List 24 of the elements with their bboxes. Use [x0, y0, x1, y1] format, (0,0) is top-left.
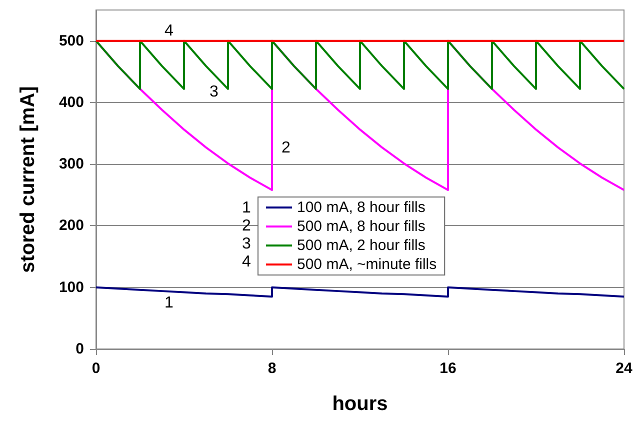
annotation: 2: [282, 140, 291, 156]
annotation: 4: [242, 254, 251, 270]
y-tick-label: 500: [58, 32, 84, 50]
x-tick-label: 0: [92, 360, 100, 377]
legend-label: 500 mA, ~minute fills: [297, 256, 437, 273]
y-tick-label: 400: [58, 94, 84, 111]
annotation: 3: [210, 84, 219, 100]
annotation: 1: [164, 294, 174, 312]
annotation: 4: [164, 22, 174, 40]
y-tick-label: 300: [58, 156, 84, 173]
annotation: 3: [242, 236, 251, 252]
x-tick-label: 8: [268, 360, 276, 377]
y-axis-title: stored current [mA]: [17, 86, 39, 273]
annotation: 1: [242, 200, 251, 216]
x-tick-label: 16: [440, 360, 456, 377]
x-tick-label: 24: [616, 360, 633, 377]
y-tick-label: 200: [58, 217, 84, 234]
legend-label: 100 mA, 8 hour fills: [297, 199, 426, 216]
y-tick-label: 0: [76, 340, 84, 358]
legend-label: 500 mA, 2 hour fills: [297, 237, 426, 254]
annotation: 2: [242, 218, 251, 234]
x-axis-title: hours: [332, 393, 388, 415]
y-tick-label: 100: [58, 278, 84, 296]
legend-label: 500 mA, 8 hour fills: [297, 218, 426, 235]
